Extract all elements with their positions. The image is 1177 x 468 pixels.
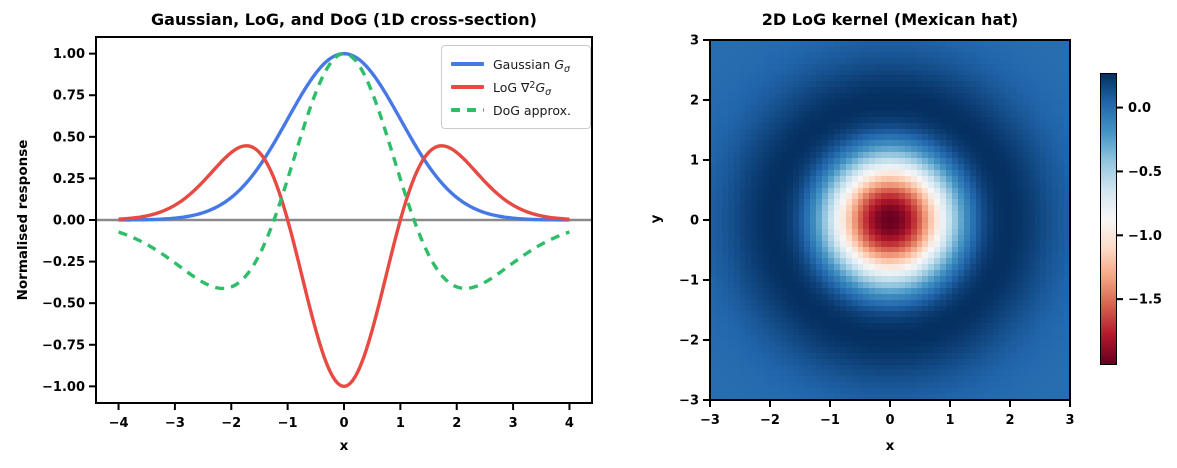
y-tick-label: 0.50 — [53, 130, 85, 145]
y-tick-label: 0.00 — [53, 214, 85, 229]
legend-label-log: LoG ∇2Gσ — [493, 79, 552, 98]
x-tick-label: −3 — [165, 416, 185, 431]
x-tick-label: 1 — [945, 413, 954, 428]
y-tick-label: 0 — [690, 214, 699, 229]
left-yaxis-label: Normalised response — [15, 139, 31, 301]
y-tick-label: 3 — [690, 34, 699, 49]
x-tick-label: −2 — [221, 416, 241, 431]
colorbar-tick-label: −0.5 — [1128, 165, 1162, 180]
x-tick-label: 3 — [509, 416, 518, 431]
y-tick-label: 1 — [690, 154, 699, 169]
legend-item-dog: DoG approx. — [451, 99, 581, 121]
y-tick-label: 0.75 — [53, 89, 85, 104]
x-tick-label: 4 — [565, 416, 574, 431]
legend: Gaussian Gσ LoG ∇2Gσ DoG approx. — [441, 45, 591, 129]
colorbar-tick-label: 0.0 — [1128, 101, 1151, 116]
y-tick-label: 0.25 — [53, 172, 85, 187]
y-tick-label: −1 — [679, 274, 699, 289]
colorbar — [1100, 73, 1117, 365]
x-tick-label: 1 — [396, 416, 405, 431]
x-tick-label: 0 — [885, 413, 894, 428]
right-yaxis-label: y — [648, 214, 664, 224]
colorbar-tick-label: −1.5 — [1128, 293, 1162, 308]
y-tick-label: −1.00 — [42, 380, 85, 395]
y-tick-label: −0.25 — [42, 255, 85, 270]
log-kernel-heatmap — [710, 40, 1070, 400]
legend-label-dog: DoG approx. — [493, 102, 571, 118]
left-chart-title: Gaussian, LoG, and DoG (1D cross-section… — [151, 10, 537, 29]
legend-line-gaussian — [451, 62, 484, 66]
right-xaxis-label: x — [885, 438, 895, 454]
y-tick-label: −2 — [679, 334, 699, 349]
legend-item-gaussian: Gaussian Gσ — [451, 53, 581, 75]
x-tick-label: −1 — [278, 416, 298, 431]
x-tick-label: 3 — [1065, 413, 1074, 428]
x-tick-label: 2 — [452, 416, 461, 431]
y-tick-label: 1.00 — [53, 47, 85, 62]
curve-log — [118, 144, 570, 389]
legend-item-log: LoG ∇2Gσ — [451, 76, 581, 98]
colorbar-tick-label: −1.0 — [1128, 229, 1162, 244]
right-chart-title: 2D LoG kernel (Mexican hat) — [761, 10, 1019, 29]
x-tick-label: −4 — [109, 416, 129, 431]
legend-line-dog — [451, 108, 484, 112]
y-tick-label: −0.50 — [42, 297, 85, 312]
x-tick-label: 2 — [1005, 413, 1014, 428]
y-tick-label: −3 — [679, 394, 699, 409]
legend-line-log — [451, 85, 484, 89]
y-tick-label: 2 — [690, 94, 699, 109]
left-xaxis-label: x — [339, 438, 349, 454]
x-tick-label: −1 — [820, 413, 840, 428]
legend-label-gaussian: Gaussian Gσ — [493, 56, 571, 75]
x-tick-label: −3 — [700, 413, 720, 428]
x-tick-label: 0 — [339, 416, 348, 431]
x-tick-label: −2 — [760, 413, 780, 428]
y-tick-label: −0.75 — [42, 338, 85, 353]
